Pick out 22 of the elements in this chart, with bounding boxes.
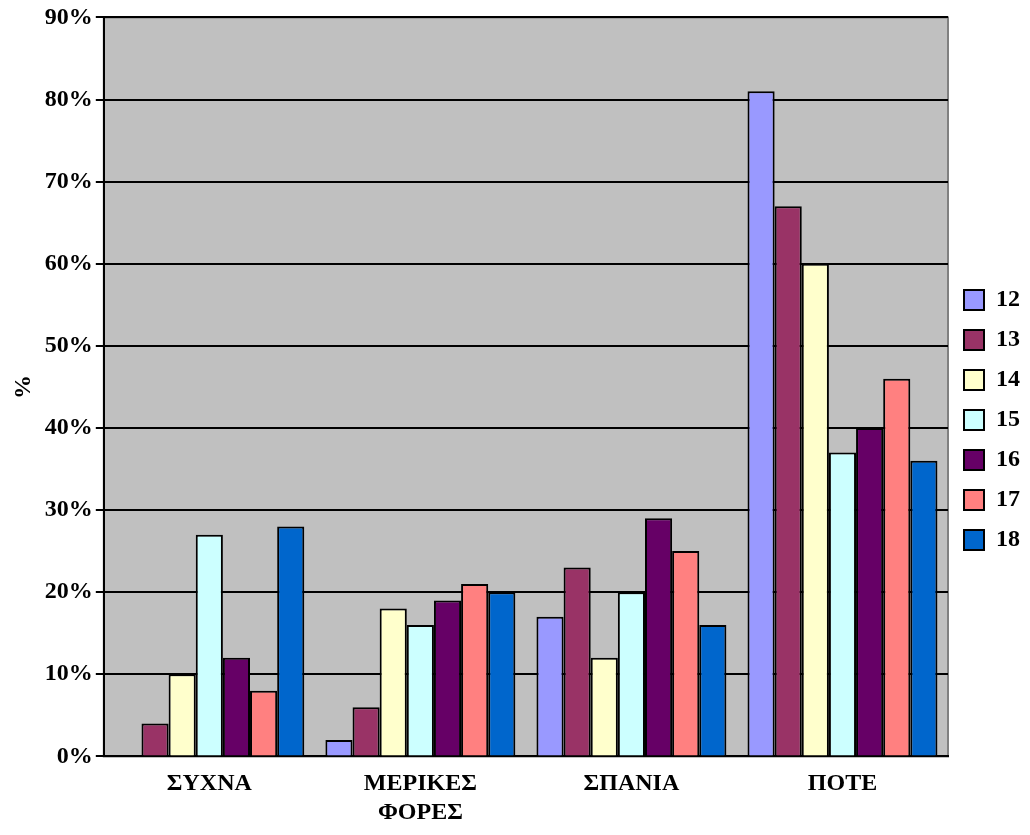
y-tick-label: 70% xyxy=(44,166,93,193)
y-tick-label: 40% xyxy=(44,413,93,440)
legend-label: 12 xyxy=(996,285,1020,312)
legend-label: 13 xyxy=(996,325,1020,352)
legend-label: 15 xyxy=(996,405,1020,432)
y-tick-label: 60% xyxy=(44,248,93,275)
legend-label: 14 xyxy=(996,365,1020,392)
y-tick-label: 50% xyxy=(44,331,93,358)
legend-label: 16 xyxy=(996,445,1020,472)
y-tick-label: 80% xyxy=(44,84,93,111)
x-tick-label: ΣΥΧΝΑ xyxy=(166,769,253,795)
y-tick-label: 30% xyxy=(44,495,93,522)
x-tick-label: ΜΕΡΙΚΕΣ ΦΟΡΕΣ xyxy=(363,769,477,824)
y-axis-title: % xyxy=(8,374,35,399)
y-tick-label: 20% xyxy=(44,577,93,604)
legend-label: 18 xyxy=(996,525,1020,552)
x-tick-label: ΠΟΤΕ xyxy=(807,769,878,795)
x-tick-label: ΣΠΑΝΙΑ xyxy=(583,769,680,795)
y-tick-label: 0% xyxy=(56,741,93,768)
legend-label: 17 xyxy=(996,485,1020,512)
y-tick-label: 90% xyxy=(44,2,93,29)
y-tick-label: 10% xyxy=(44,659,93,686)
